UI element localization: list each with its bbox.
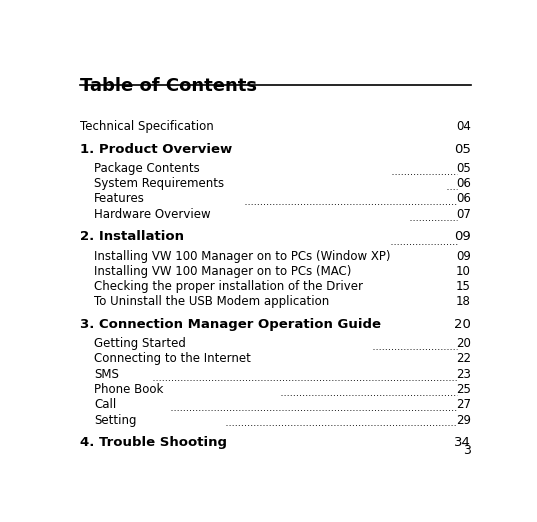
Text: SMS: SMS — [94, 367, 119, 381]
Text: To Uninstall the USB Modem application: To Uninstall the USB Modem application — [94, 295, 329, 309]
Text: Getting Started: Getting Started — [94, 337, 186, 350]
Text: Table of Contents: Table of Contents — [79, 77, 257, 94]
Text: Installing VW 100 Manager on to PCs (Window XP): Installing VW 100 Manager on to PCs (Win… — [94, 250, 391, 263]
Text: 18: 18 — [456, 295, 471, 309]
Text: Phone Book: Phone Book — [94, 383, 164, 396]
Text: 10: 10 — [456, 265, 471, 278]
Text: 3: 3 — [463, 444, 471, 457]
Text: 25: 25 — [456, 383, 471, 396]
Text: Call: Call — [94, 398, 117, 411]
Text: 1. Product Overview: 1. Product Overview — [79, 143, 232, 156]
Text: 05: 05 — [456, 162, 471, 175]
Text: 15: 15 — [456, 280, 471, 293]
Text: 4. Trouble Shooting: 4. Trouble Shooting — [79, 436, 227, 449]
Text: 06: 06 — [456, 177, 471, 190]
Text: Installing VW 100 Manager on to PCs (MAC): Installing VW 100 Manager on to PCs (MAC… — [94, 265, 352, 278]
Text: 07: 07 — [456, 208, 471, 221]
Text: Features: Features — [94, 193, 145, 206]
Text: 27: 27 — [456, 398, 471, 411]
Text: 29: 29 — [456, 413, 471, 426]
Text: 05: 05 — [454, 143, 471, 156]
Text: Setting: Setting — [94, 413, 137, 426]
Text: 2. Installation: 2. Installation — [79, 230, 184, 243]
Text: 34: 34 — [454, 436, 471, 449]
Text: System Requirements: System Requirements — [94, 177, 224, 190]
Text: 22: 22 — [456, 352, 471, 365]
Text: 09: 09 — [454, 230, 471, 243]
Text: 20: 20 — [456, 337, 471, 350]
Text: Hardware Overview: Hardware Overview — [94, 208, 211, 221]
Text: 20: 20 — [454, 318, 471, 331]
Text: Package Contents: Package Contents — [94, 162, 200, 175]
Text: 04: 04 — [456, 120, 471, 133]
Text: 23: 23 — [456, 367, 471, 381]
Text: Technical Specification: Technical Specification — [79, 120, 213, 133]
Text: 3. Connection Manager Operation Guide: 3. Connection Manager Operation Guide — [79, 318, 381, 331]
Text: 06: 06 — [456, 193, 471, 206]
Text: Checking the proper installation of the Driver: Checking the proper installation of the … — [94, 280, 363, 293]
Text: Connecting to the Internet: Connecting to the Internet — [94, 352, 251, 365]
Text: 09: 09 — [456, 250, 471, 263]
